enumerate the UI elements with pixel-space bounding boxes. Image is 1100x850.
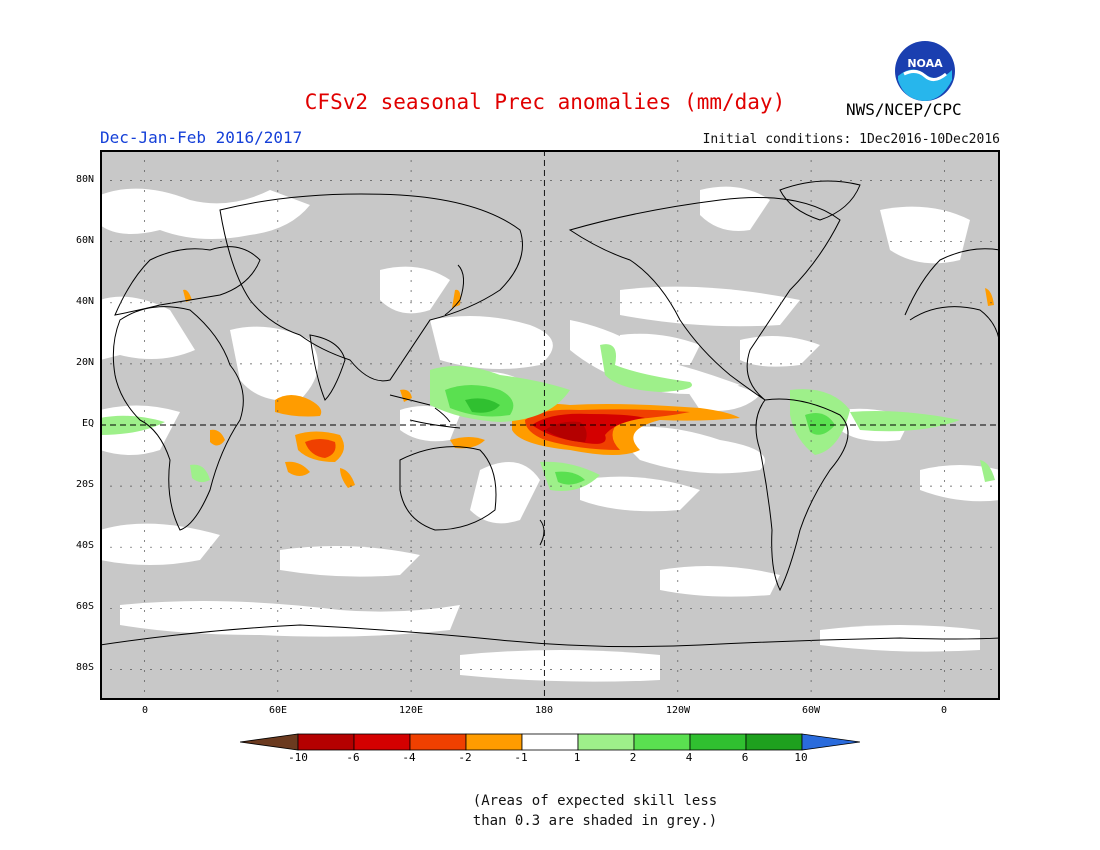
colorbar-label: -4 (402, 751, 416, 764)
lon-tick-label: 60W (801, 705, 821, 716)
page-title: CFSv2 seasonal Prec anomalies (mm/day) (304, 90, 786, 114)
lon-tick-label: 120W (665, 705, 691, 716)
colorbar-labels: -10 -6 -4 -2 -1 1 2 4 6 10 (240, 751, 860, 767)
lat-tick-label: 80N (75, 174, 94, 185)
agency-label: NWS/NCEP/CPC (846, 100, 962, 119)
colorbar-label: 10 (794, 751, 808, 764)
map-canvas (100, 150, 1000, 700)
equator-dateline (100, 150, 1000, 700)
colorbar-swatch (239, 733, 299, 751)
precip-anomaly-map (100, 150, 1000, 700)
map-frame (100, 150, 1000, 700)
noaa-logo: NOAA (895, 41, 955, 101)
wet-anomaly-regions (100, 344, 995, 491)
colorbar-label: -6 (346, 751, 360, 764)
colorbar-label: -2 (458, 751, 472, 764)
logo-text: NOAA (907, 57, 943, 70)
coastlines (100, 180, 1000, 648)
lat-tick-label: 20S (75, 479, 94, 490)
graticule (100, 150, 1000, 700)
lat-tick-label: 20N (75, 357, 94, 368)
lon-tick-label: 0 (141, 705, 149, 716)
lat-tick-label: EQ (81, 418, 94, 429)
skill-note-line2: than 0.3 are shaded in grey.) (472, 813, 718, 829)
colorbar-swatch (353, 733, 411, 751)
lon-tick-label: 60E (268, 705, 288, 716)
colorbar-swatches (239, 733, 861, 751)
lat-tick-label: 60N (75, 235, 94, 246)
colorbar-swatch (801, 733, 861, 751)
colorbar-swatch (521, 733, 579, 751)
colorbar-swatch (689, 733, 747, 751)
lat-tick-label: 40N (75, 296, 94, 307)
dry-anomaly-regions (183, 288, 994, 488)
colorbar-swatch (297, 733, 355, 751)
colorbar-label: 4 (685, 751, 693, 764)
season-label: Dec-Jan-Feb 2016/2017 (100, 128, 303, 147)
colorbar-label: 1 (573, 751, 581, 764)
colorbar-swatch (633, 733, 691, 751)
colorbar-swatch (465, 733, 523, 751)
lat-tick-label: 60S (75, 601, 94, 612)
colorbar-label: 6 (741, 751, 749, 764)
lat-tick-label: 80S (75, 662, 94, 673)
skill-note: (Areas of expected skill less than 0.3 a… (0, 791, 1100, 831)
colorbar-swatch (409, 733, 467, 751)
skill-note-line1: (Areas of expected skill less (472, 793, 718, 809)
colorbar-label: -10 (288, 751, 308, 764)
lon-tick-label: 180 (534, 705, 554, 716)
lon-tick-label: 120E (398, 705, 424, 716)
colorbar (239, 733, 861, 773)
colorbar-label: -1 (514, 751, 528, 764)
lat-tick-label: 40S (75, 540, 94, 551)
colorbar-swatch (745, 733, 803, 751)
colorbar-swatch (577, 733, 635, 751)
colorbar-label: 2 (629, 751, 637, 764)
initial-conditions-label: Initial conditions: 1Dec2016-10Dec2016 (702, 132, 1000, 147)
lon-tick-label: 0 (940, 705, 948, 716)
